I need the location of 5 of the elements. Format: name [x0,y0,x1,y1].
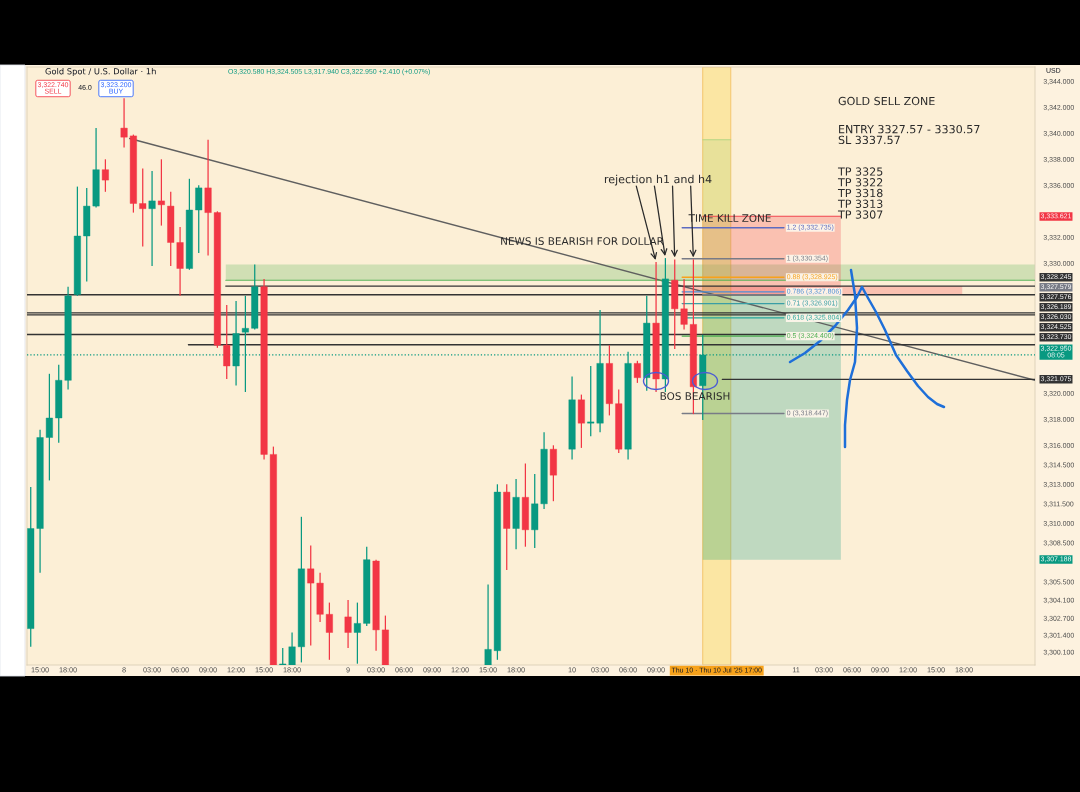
chart-title: Gold Spot / U.S. Dollar · 1h [45,67,156,77]
annotation: GOLD SELL ZONE [838,96,935,106]
annotation: rejection h1 and h4 [604,174,712,186]
annotation: ENTRY 3327.57 - 3330.57 SL 3337.57 [838,124,980,145]
annotation: TP 3325 TP 3322 TP 3318 TP 3313 TP 3307 [837,167,883,219]
